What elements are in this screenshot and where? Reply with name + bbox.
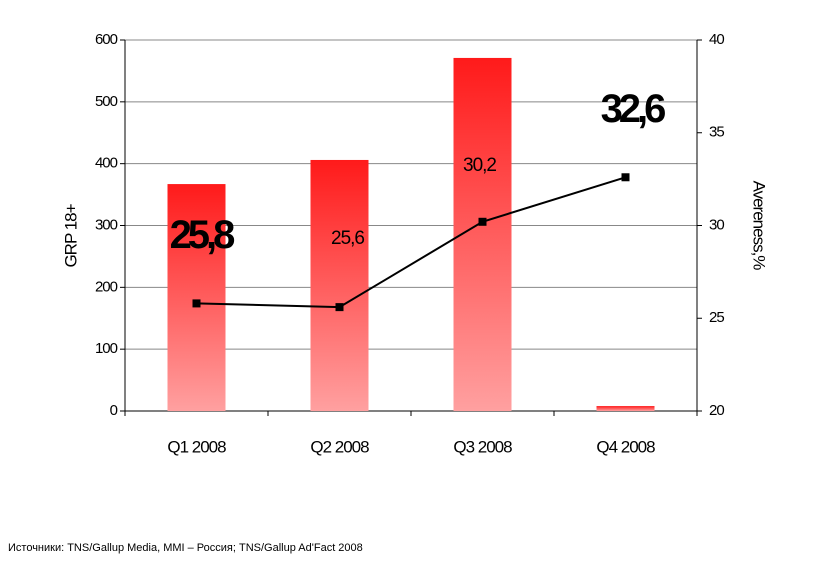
y2-tick-label: 30 [709,216,724,233]
line-marker [192,299,201,308]
y2-tick-label: 25 [709,309,724,326]
y-tick-label: 200 [95,278,118,295]
value-label: 32,6 [601,87,666,131]
y2-tick-label: 40 [709,31,724,48]
y2-axis-title: Avereness,% [750,181,769,271]
value-label: 25,6 [331,228,364,249]
value-label: 30,2 [463,155,496,176]
y-tick-label: 600 [95,31,118,48]
line [196,176,626,309]
line-marker [621,173,630,182]
line-marker [335,303,344,312]
x-tick-label: Q3 2008 [453,437,512,456]
x-tick-label: Q2 2008 [310,437,369,456]
y-axis-title: GRP 18+ [61,203,80,267]
x-tick-label: Q4 2008 [596,437,655,456]
bar [310,159,369,411]
y-tick-label: 300 [95,216,118,233]
y-tick-label: 0 [110,402,118,419]
y2-tick-label: 35 [709,124,724,141]
footnote: Источники: TNS/Gallup Media, MMI – Росси… [8,542,363,554]
x-tick-label: Q1 2008 [167,437,226,456]
value-label: 25,8 [170,213,236,257]
y2-tick-label: 20 [709,402,724,419]
y-tick-label: 100 [95,340,118,357]
line-marker [478,217,487,226]
y-tick-label: 400 [95,155,118,172]
bar [167,184,226,411]
y-tick-label: 500 [95,93,118,110]
bar [596,406,655,411]
